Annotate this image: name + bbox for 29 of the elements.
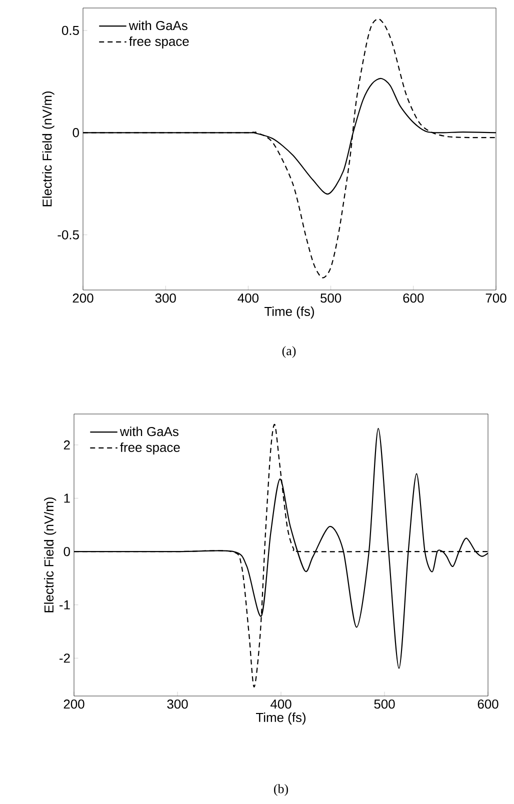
y-axis-title: Electric Field (nV/m)	[44, 498, 56, 612]
y-tick-label: 0.5	[62, 26, 79, 36]
y-tick-label: 2	[64, 440, 70, 450]
y-tick-label: 0	[72, 128, 79, 138]
x-axis-title: Time (fs)	[264, 306, 314, 319]
y-tick-label: -1	[60, 600, 70, 610]
x-tick-label: 300	[167, 700, 188, 709]
x-tick-label: 200	[64, 700, 84, 709]
text: (b)	[274, 784, 288, 796]
text: (a)	[282, 346, 296, 358]
y-tick-label: -0.5	[58, 230, 79, 240]
y-tick-label: 1	[64, 494, 70, 503]
x-tick-label: 200	[72, 294, 94, 303]
legend-label: with GaAs	[120, 426, 178, 436]
legend-label: free space	[129, 36, 189, 49]
x-tick-label: 600	[478, 700, 498, 709]
x-tick-label: 400	[238, 294, 258, 303]
x-tick-label: 500	[374, 700, 395, 709]
legend-label: free space	[120, 442, 180, 455]
x-tick-label: 400	[270, 700, 292, 709]
x-tick-label: 700	[486, 294, 506, 303]
x-axis-title: Time (fs)	[256, 712, 306, 725]
y-tick-label: -2	[60, 654, 70, 663]
x-tick-label: 500	[320, 294, 342, 303]
y-tick-label: 0	[64, 546, 70, 556]
x-tick-label: 600	[403, 294, 424, 303]
legend-label: with GaAs	[128, 20, 188, 30]
x-tick-label: 300	[155, 294, 176, 303]
y-axis-title: Electric Field (nV/m)	[42, 92, 54, 206]
